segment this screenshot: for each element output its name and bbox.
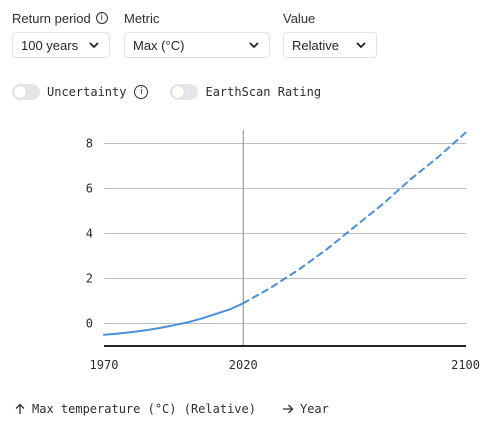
- y-tick-label: 0: [86, 317, 93, 331]
- metric-value: Max (°C): [133, 37, 185, 53]
- y-axis-label: Max temperature (°C) (Relative): [32, 402, 256, 416]
- chevron-down-icon: [89, 42, 99, 49]
- metric-label: Metric: [124, 10, 160, 26]
- y-tick-label: 4: [86, 227, 93, 241]
- historical-series-line: [103, 302, 245, 336]
- y-axis-legend: Max temperature (°C) (Relative): [14, 402, 256, 416]
- uncertainty-label: Uncertainty: [47, 85, 127, 99]
- y-tick-label: 8: [86, 137, 93, 151]
- return-period-label: Return period i: [12, 10, 110, 26]
- toggle-knob: [172, 86, 185, 98]
- value-label: Value: [283, 10, 316, 26]
- chevron-down-icon: [356, 42, 366, 49]
- x-tick-label: 2020: [229, 358, 258, 372]
- info-icon[interactable]: i: [95, 12, 108, 24]
- info-icon[interactable]: i: [134, 85, 149, 99]
- return-period-select[interactable]: 100 years: [12, 32, 110, 58]
- arrow-right-icon: [282, 404, 294, 414]
- arrow-up-icon: [15, 403, 25, 414]
- chart-axis-legend: Max temperature (°C) (Relative) Year: [14, 402, 329, 416]
- earthscan-rating-toggle[interactable]: [170, 84, 199, 100]
- return-period-control: Return period i 100 years: [12, 10, 110, 58]
- uncertainty-toggle[interactable]: [12, 84, 40, 100]
- y-tick-label: 2: [86, 272, 93, 286]
- temperature-chart: 0 2 4 6 8 1970 2020 2100: [86, 130, 480, 372]
- x-tick-label: 1970: [90, 358, 119, 372]
- toggle-row: Uncertainty i EarthScan Rating: [12, 84, 321, 100]
- chevron-down-icon: [249, 42, 259, 49]
- value-select[interactable]: Relative: [283, 32, 377, 58]
- toggle-knob: [14, 86, 26, 98]
- x-axis-legend: Year: [282, 402, 329, 416]
- value-value: Relative: [292, 37, 339, 53]
- projected-series-line: [242, 131, 467, 305]
- x-axis-label: Year: [299, 402, 329, 416]
- x-tick-label: 2100: [451, 358, 480, 372]
- metric-control: Metric Max (°C): [124, 10, 270, 58]
- y-tick-label: 6: [86, 182, 93, 196]
- return-period-value: 100 years: [21, 37, 79, 53]
- value-control: Value Relative: [283, 10, 377, 58]
- earthscan-rating-label: EarthScan Rating: [205, 85, 322, 99]
- metric-select[interactable]: Max (°C): [124, 32, 270, 58]
